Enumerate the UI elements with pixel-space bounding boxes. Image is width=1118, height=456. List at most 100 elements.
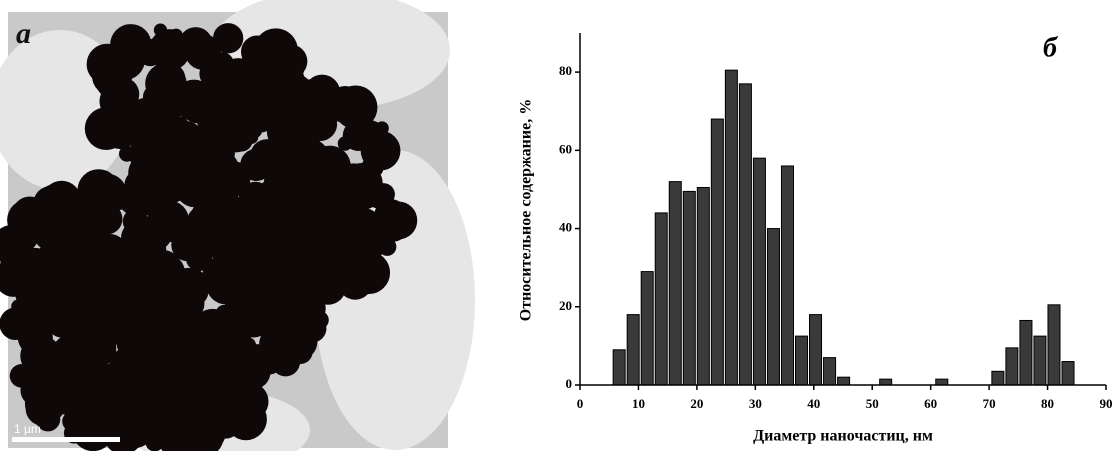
particle <box>281 127 301 148</box>
bar <box>809 314 823 386</box>
scale-bar-label: 1 µm <box>14 422 41 436</box>
x-tick-label: 20 <box>690 396 703 411</box>
x-tick-label: 40 <box>807 396 820 411</box>
bar <box>626 314 640 386</box>
bar <box>766 228 780 386</box>
bar <box>1047 304 1061 386</box>
particle <box>292 268 324 300</box>
particle <box>124 169 155 201</box>
particle <box>230 128 250 148</box>
particle <box>167 272 183 288</box>
y-tick-label: 40 <box>559 220 572 235</box>
particle <box>221 147 235 161</box>
bar <box>738 83 752 386</box>
particle <box>122 208 149 235</box>
bar <box>612 349 626 386</box>
particle <box>94 241 122 270</box>
particle <box>147 200 190 243</box>
particle <box>273 260 291 279</box>
particle <box>134 419 147 433</box>
particle <box>71 395 106 430</box>
particle <box>345 118 368 142</box>
particle <box>153 23 168 37</box>
particle <box>338 265 373 300</box>
particle <box>152 322 178 347</box>
particle <box>333 99 349 115</box>
bar <box>724 69 738 386</box>
particle <box>128 377 167 416</box>
particle <box>161 102 182 123</box>
particle <box>215 317 234 337</box>
particle <box>56 390 74 408</box>
y-axis-label: Относительное содержание, % <box>518 99 535 321</box>
particle <box>151 283 165 297</box>
x-tick-label: 80 <box>1041 396 1054 411</box>
x-tick-label: 30 <box>749 396 762 411</box>
particle <box>380 145 399 165</box>
bar <box>823 357 837 386</box>
bar <box>696 186 710 386</box>
y-tick-label: 20 <box>559 298 572 313</box>
particle <box>213 329 256 372</box>
panel-label: б <box>1043 32 1058 63</box>
particle <box>277 358 293 374</box>
particle <box>211 253 248 289</box>
particle <box>265 175 297 208</box>
particle <box>246 251 285 290</box>
x-tick-label: 0 <box>577 396 584 411</box>
x-tick-label: 90 <box>1100 396 1113 411</box>
bar <box>752 157 766 386</box>
particle <box>27 288 65 326</box>
bar <box>640 271 654 386</box>
particle <box>118 241 158 282</box>
bar <box>682 190 696 386</box>
particle <box>287 160 311 185</box>
x-axis-label: Диаметр наночастиц, нм <box>753 428 933 445</box>
particle <box>264 302 301 339</box>
bar <box>879 378 893 386</box>
bar <box>654 212 668 386</box>
y-tick-label: 80 <box>559 63 572 78</box>
particle <box>119 145 135 162</box>
particle <box>325 246 353 275</box>
particle <box>54 290 96 332</box>
bar <box>1033 335 1047 386</box>
particle <box>17 272 31 285</box>
particle <box>196 102 229 135</box>
particle <box>238 201 265 228</box>
particle <box>148 406 169 427</box>
bar <box>780 165 794 386</box>
particle <box>173 121 202 150</box>
plot: 0 20 40 60 80 0 10 20 30 40 50 60 70 80 90 <box>559 33 1113 411</box>
particle <box>356 105 375 124</box>
particle <box>202 383 246 428</box>
particle <box>176 164 209 198</box>
bar <box>991 370 1005 386</box>
x-tick-label: 60 <box>924 396 937 411</box>
particle <box>207 171 222 186</box>
particle <box>96 186 114 205</box>
particle <box>310 310 329 330</box>
particle <box>288 339 313 364</box>
particle <box>106 43 125 62</box>
particle <box>213 23 244 54</box>
particle <box>136 124 151 139</box>
bar <box>837 376 851 386</box>
particle <box>35 406 61 432</box>
particle <box>59 251 101 293</box>
bar <box>1019 319 1033 386</box>
x-tick-label: 70 <box>983 396 996 411</box>
y-tick-label: 0 <box>566 376 573 391</box>
particle <box>241 80 263 102</box>
particle <box>361 227 391 256</box>
particle <box>283 235 312 264</box>
particle <box>33 186 69 222</box>
particle <box>145 127 174 156</box>
particle <box>300 108 322 130</box>
particle <box>293 79 333 119</box>
particle <box>367 187 389 209</box>
particle <box>173 381 193 401</box>
x-tick-label: 10 <box>632 396 645 411</box>
particle <box>212 286 225 299</box>
particle <box>379 202 408 231</box>
